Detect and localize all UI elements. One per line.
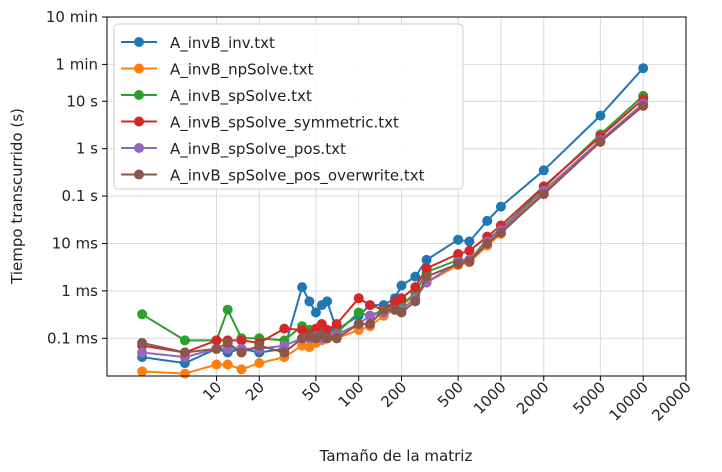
legend-label: A_invB_inv.txt: [170, 34, 275, 53]
legend-item: A_invB_spSolve_symmetric.txt: [121, 114, 399, 133]
legend-label: A_invB_spSolve_pos.txt: [170, 140, 346, 159]
data-point: [365, 300, 375, 311]
data-point: [254, 358, 265, 369]
data-point: [421, 263, 432, 274]
data-point: [595, 136, 606, 147]
legend-item: A_invB_spSolve_pos.txt: [121, 140, 346, 159]
data-point: [410, 282, 421, 293]
data-point: [137, 337, 148, 348]
data-point: [279, 347, 290, 358]
data-point: [236, 364, 247, 375]
data-point: [236, 335, 247, 346]
data-point: [236, 347, 247, 358]
legend-item: A_invB_inv.txt: [121, 34, 275, 53]
data-point: [538, 189, 549, 200]
data-point: [396, 307, 407, 318]
data-point: [353, 319, 364, 329]
series-6: [137, 100, 649, 358]
data-point: [595, 110, 606, 121]
data-point: [297, 282, 308, 293]
y-tick-label: 1 min: [55, 55, 98, 73]
data-point: [331, 319, 342, 329]
legend-marker: [134, 169, 144, 180]
data-point: [464, 245, 475, 256]
data-point: [137, 366, 148, 377]
data-point: [464, 236, 475, 247]
data-point: [396, 280, 407, 291]
data-point: [482, 215, 493, 226]
data-point: [137, 309, 148, 320]
data-point: [331, 333, 342, 344]
data-point: [279, 323, 290, 334]
series-layer: [137, 63, 649, 379]
data-point: [410, 271, 421, 282]
data-point: [211, 335, 222, 346]
legend-marker: [134, 143, 144, 153]
y-tick-label: 10 min: [46, 8, 98, 26]
y-tick-label: 10 s: [66, 92, 98, 110]
data-point: [304, 296, 315, 307]
data-point: [179, 335, 190, 346]
legend-marker: [134, 37, 144, 47]
data-point: [365, 319, 375, 329]
data-point: [482, 238, 493, 249]
data-point: [453, 249, 464, 259]
data-point: [310, 307, 321, 318]
y-tick-label: 1 s: [76, 140, 98, 158]
data-point: [453, 258, 464, 269]
data-point: [222, 337, 233, 348]
data-point: [254, 340, 265, 351]
data-point: [638, 63, 649, 74]
data-point: [638, 100, 649, 111]
data-point: [137, 347, 148, 358]
data-point: [222, 359, 233, 370]
data-point: [297, 324, 308, 335]
legend-item: A_invB_npSolve.txt: [121, 61, 314, 80]
legend-marker: [134, 90, 144, 100]
data-point: [353, 307, 364, 318]
data-point: [378, 304, 389, 315]
y-tick-label: 0.1 ms: [47, 329, 98, 347]
data-point: [222, 304, 233, 315]
data-point: [211, 343, 222, 354]
y-axis-label: Tiempo transcurrido (s): [8, 108, 26, 285]
data-point: [453, 234, 464, 245]
data-point: [365, 310, 375, 321]
data-point: [279, 340, 290, 351]
data-point: [322, 296, 333, 307]
data-point: [211, 359, 222, 370]
legend-label: A_invB_spSolve.txt: [170, 87, 312, 106]
legend-item: A_invB_spSolve_pos_overwrite.txt: [121, 167, 425, 186]
data-point: [353, 293, 364, 304]
data-point: [421, 271, 432, 282]
data-point: [538, 165, 549, 176]
x-axis-label: Tamaño de la matriz: [319, 447, 473, 465]
legend-label: A_invB_spSolve_symmetric.txt: [170, 114, 399, 133]
legend-marker: [134, 63, 144, 74]
data-point: [322, 333, 333, 344]
data-point: [464, 256, 475, 267]
data-point: [495, 201, 506, 212]
data-point: [410, 296, 421, 307]
legend-box: [113, 23, 464, 190]
y-tick-label: 10 ms: [52, 234, 98, 252]
legend-label: A_invB_npSolve.txt: [170, 61, 314, 80]
legend-label: A_invB_spSolve_pos_overwrite.txt: [170, 167, 425, 186]
data-point: [396, 293, 407, 304]
data-point: [421, 254, 432, 265]
legend: A_invB_inv.txt A_invB_npSolve.txt A_invB_s…: [113, 23, 464, 190]
y-tick-label: 1 ms: [61, 282, 98, 300]
data-point: [179, 347, 190, 358]
y-tick-label: 0.1 s: [62, 187, 99, 205]
data-point: [179, 368, 190, 379]
data-point: [495, 227, 506, 238]
legend-marker: [134, 116, 144, 127]
legend-item: A_invB_spSolve.txt: [121, 87, 312, 106]
